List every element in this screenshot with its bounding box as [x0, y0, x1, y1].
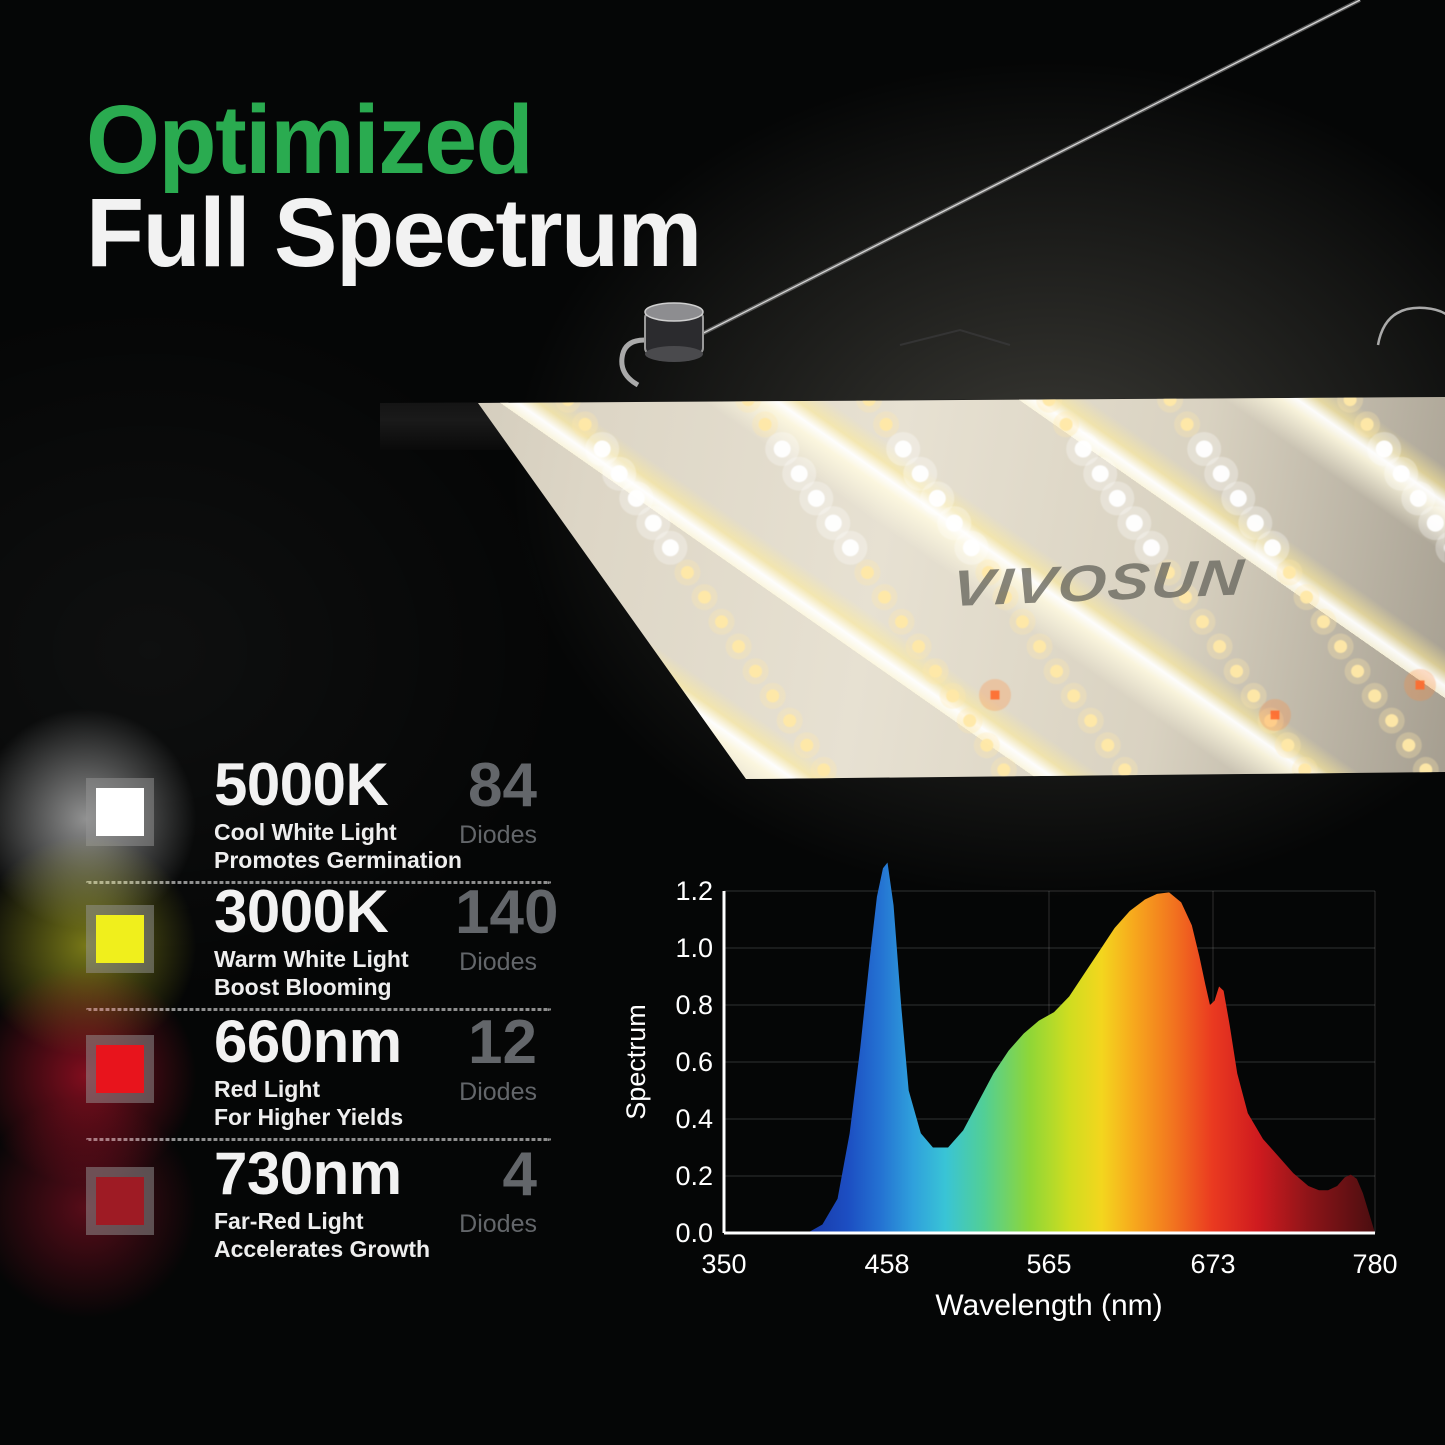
svg-text:0.6: 0.6 [675, 1047, 713, 1077]
svg-text:1.0: 1.0 [675, 933, 713, 963]
svg-text:Spectrum: Spectrum [621, 1004, 651, 1120]
svg-text:1.2: 1.2 [675, 876, 713, 906]
svg-text:565: 565 [1026, 1249, 1071, 1279]
svg-text:0.8: 0.8 [675, 990, 713, 1020]
svg-text:458: 458 [864, 1249, 909, 1279]
svg-text:0.4: 0.4 [675, 1104, 713, 1134]
svg-text:350: 350 [701, 1249, 746, 1279]
svg-text:780: 780 [1352, 1249, 1397, 1279]
svg-text:673: 673 [1190, 1249, 1235, 1279]
svg-text:0.2: 0.2 [675, 1161, 713, 1191]
svg-text:Wavelength (nm): Wavelength (nm) [935, 1289, 1162, 1322]
svg-text:0.0: 0.0 [675, 1218, 713, 1248]
